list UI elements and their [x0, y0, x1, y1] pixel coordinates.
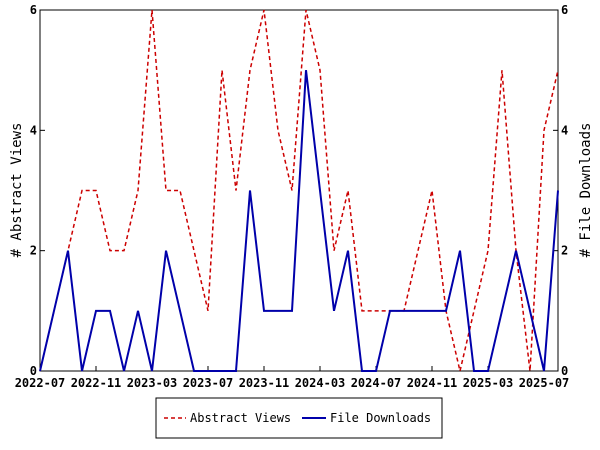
right-axis-title: # File Downloads	[578, 123, 594, 258]
left-tick-label: 0	[30, 364, 37, 378]
x-axis: 2022-07 2022-11 2023-03 2023-07 2023-11 2024-…	[15, 366, 570, 390]
legend-label-file-downloads: File Downloads	[330, 411, 431, 425]
x-tick-label: 2024-11	[407, 376, 458, 390]
x-tick-label: 2024-03	[295, 376, 346, 390]
legend: Abstract Views File Downloads	[155, 397, 443, 439]
right-tick-label: 4	[561, 123, 568, 137]
left-tick-label: 6	[30, 3, 37, 17]
x-tick-label: 2022-07	[15, 376, 66, 390]
x-tick-label: 2023-07	[183, 376, 234, 390]
x-tick-label: 2024-07	[351, 376, 402, 390]
right-y-axis: 0 2 4 6	[553, 3, 568, 378]
left-tick-label: 2	[30, 244, 37, 258]
right-tick-label: 6	[561, 3, 568, 17]
x-tick-label: 2025-07	[519, 376, 570, 390]
x-tick-label: 2025-03	[463, 376, 514, 390]
series-line-abstract-views	[39, 9, 559, 372]
series-line-file-downloads	[39, 70, 559, 372]
series-lines	[39, 9, 559, 372]
x-tick-label: 2022-11	[71, 376, 122, 390]
legend-label-abstract-views: Abstract Views	[190, 411, 291, 425]
legend-box	[155, 397, 443, 439]
x-tick-label: 2023-03	[127, 376, 178, 390]
left-axis-title: # Abstract Views	[9, 123, 25, 258]
right-tick-label: 2	[561, 244, 568, 258]
left-y-axis: 0 2 4 6	[30, 3, 45, 378]
x-tick-label: 2023-11	[239, 376, 290, 390]
right-tick-label: 0	[561, 364, 568, 378]
left-tick-label: 4	[30, 123, 37, 137]
